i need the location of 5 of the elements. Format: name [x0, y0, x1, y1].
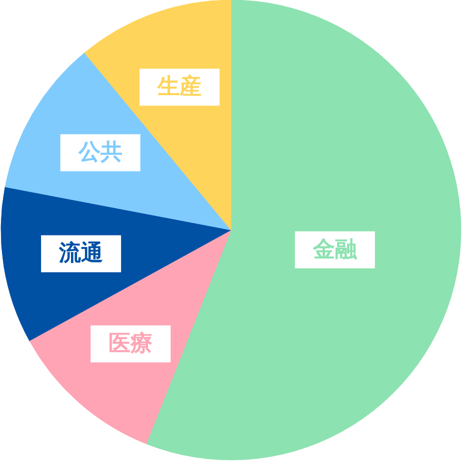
slice-label: 金融	[312, 237, 358, 262]
slice-label: 医療	[108, 330, 153, 356]
slice-label: 流通	[58, 240, 104, 266]
slice-label: 公共	[77, 140, 122, 166]
slice-label: 生産	[156, 74, 202, 100]
